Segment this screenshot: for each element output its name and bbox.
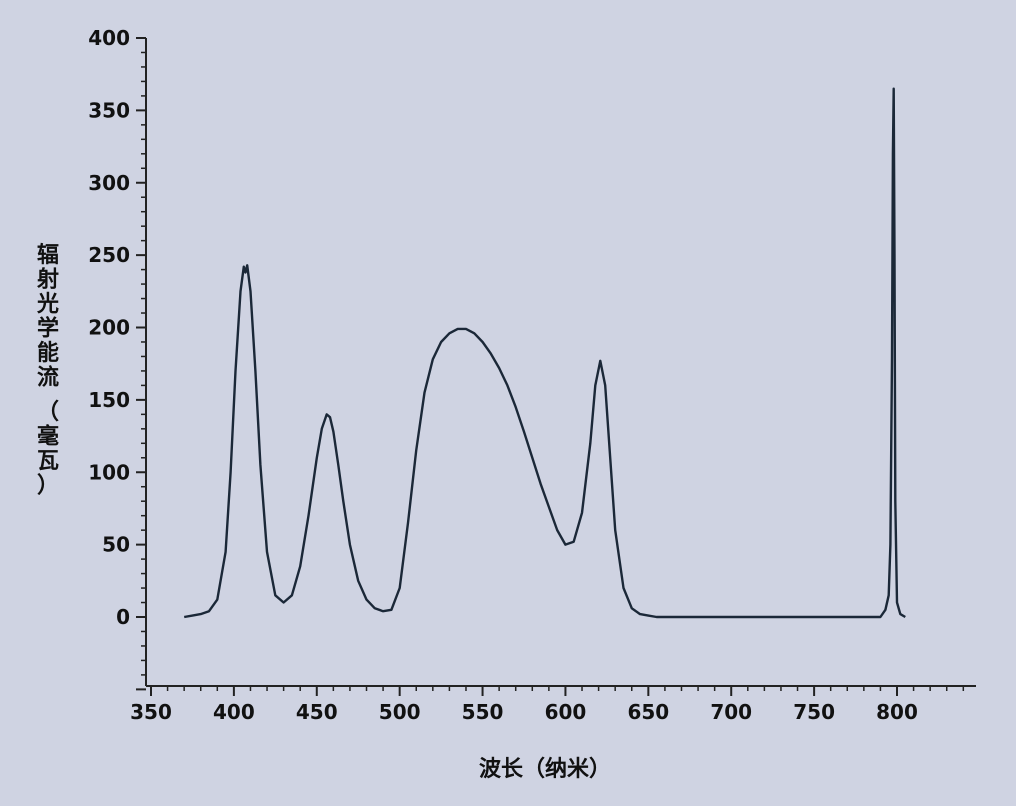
- x-tick-label: 800: [876, 700, 918, 724]
- y-axis-label: 辐射光学能流（毫瓦）: [36, 242, 59, 499]
- y-tick-label: 200: [88, 316, 130, 340]
- series-line: [183, 87, 906, 619]
- x-tick-label: 600: [545, 700, 587, 724]
- y-tick-label: 350: [88, 98, 130, 122]
- x-axis-ticks: 350 400 450 500 550 600 650 700 750 800: [130, 686, 965, 724]
- axes: [145, 38, 976, 687]
- x-tick-label: 550: [462, 700, 504, 724]
- x-tick-label: 400: [213, 700, 255, 724]
- x-axis-label: 波长（纳米）: [479, 756, 611, 782]
- y-tick-label: 150: [88, 388, 130, 412]
- x-tick-label: 750: [793, 700, 835, 724]
- y-tick-label: 50: [102, 533, 130, 557]
- y-tick-label: 300: [88, 171, 130, 195]
- x-tick-label: 700: [710, 700, 752, 724]
- x-tick-label: 500: [379, 700, 421, 724]
- x-tick-label: 350: [130, 700, 172, 724]
- x-tick-label: 450: [296, 700, 338, 724]
- y-tick-label: 400: [88, 26, 130, 50]
- x-tick-label: 650: [627, 700, 669, 724]
- y-tick-label: 0: [116, 605, 130, 629]
- y-tick-label: 250: [88, 243, 130, 267]
- y-axis-ticks: 0 50 100 150 200 250 300 350 400: [88, 26, 146, 691]
- y-tick-label: 100: [88, 460, 130, 484]
